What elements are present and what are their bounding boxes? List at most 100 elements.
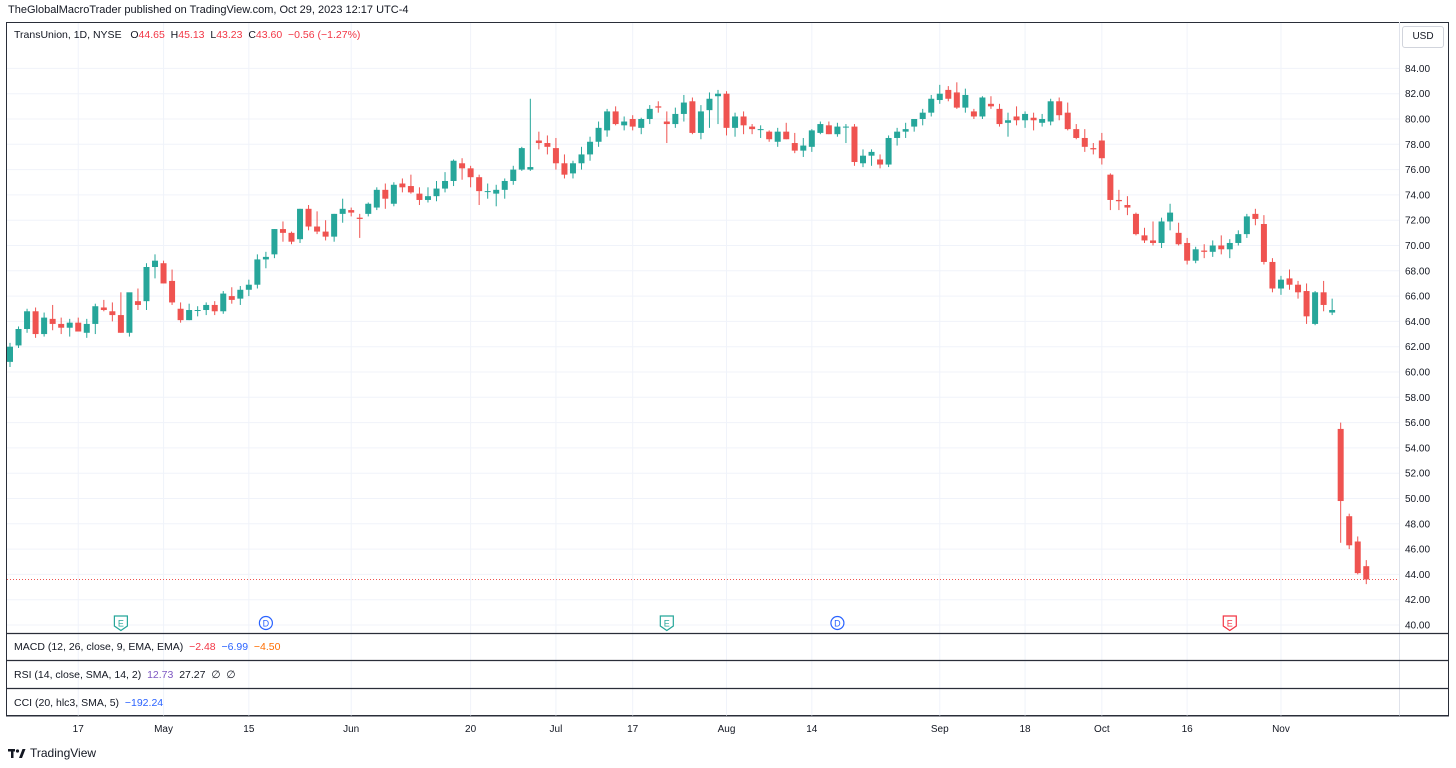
candle-body[interactable] [1150,240,1157,243]
candle-body[interactable] [1192,249,1199,261]
candle-body[interactable] [1022,113,1029,121]
candle-body[interactable] [902,129,909,132]
candle-body[interactable] [1277,279,1284,289]
candle-body[interactable] [1260,223,1267,262]
candle-body[interactable] [41,317,48,335]
tradingview-brand[interactable]: TradingView [8,746,96,760]
candle-body[interactable] [928,98,935,113]
candle-body[interactable] [1320,292,1327,305]
candle-body[interactable] [143,267,150,302]
candle-body[interactable] [868,151,875,156]
candle-body[interactable] [783,131,790,140]
candle-body[interactable] [663,121,670,125]
candle-body[interactable] [7,346,13,362]
candle-body[interactable] [442,180,449,189]
candle-body[interactable] [49,318,56,324]
candle-body[interactable] [15,328,22,346]
candle-body[interactable] [723,93,730,128]
candle-body[interactable] [851,126,858,163]
candle-body[interactable] [1363,566,1370,580]
candle-body[interactable] [962,94,969,108]
candle-body[interactable] [1030,117,1037,121]
cci-legend[interactable]: CCI (20, hlc3, SMA, 5) −192.24 [14,697,163,709]
candle-body[interactable] [877,159,884,165]
candle-body[interactable] [152,260,159,268]
candle-body[interactable] [945,89,952,99]
candle-body[interactable] [919,112,926,119]
candle-body[interactable] [1252,213,1259,219]
candle-body[interactable] [399,183,406,188]
candle-body[interactable] [860,155,866,164]
candle-body[interactable] [842,126,849,128]
candle-body[interactable] [1286,278,1293,285]
candle-body[interactable] [407,186,414,193]
candle-body[interactable] [655,106,662,108]
candle-body[interactable] [1167,212,1174,222]
candle-body[interactable] [1064,112,1071,130]
candle-body[interactable] [467,168,474,178]
candle-body[interactable] [970,111,977,117]
candle-body[interactable] [271,229,278,255]
candle-body[interactable] [979,97,986,117]
candle-body[interactable] [279,229,286,233]
candle-body[interactable] [1269,261,1276,289]
candle-body[interactable] [92,306,99,324]
candle-body[interactable] [1243,216,1250,235]
candle-body[interactable] [766,131,773,140]
candle-body[interactable] [1115,199,1122,202]
candle-body[interactable] [177,308,184,321]
candle-body[interactable] [331,213,338,237]
candle-body[interactable] [732,116,739,128]
candle-body[interactable] [100,307,107,311]
candle-body[interactable] [160,263,167,284]
candle-body[interactable] [825,125,832,135]
candle-body[interactable] [450,160,457,181]
candle-body[interactable] [1132,213,1139,235]
candle-body[interactable] [834,126,841,135]
candle-body[interactable] [680,102,687,114]
candle-body[interactable] [1209,245,1216,252]
candle-body[interactable] [510,169,517,181]
candle-body[interactable] [621,121,628,126]
candle-body[interactable] [885,137,892,165]
candle-body[interactable] [894,131,901,138]
dividend-marker[interactable] [258,615,273,631]
candle-body[interactable] [356,217,363,219]
candle-body[interactable] [1005,120,1012,123]
candle-body[interactable] [1312,292,1319,324]
candle-body[interactable] [1337,428,1344,502]
candle-body[interactable] [996,108,1003,125]
candle-body[interactable] [382,189,389,199]
candle-body[interactable] [791,143,798,151]
candle-body[interactable] [228,296,235,300]
candle-body[interactable] [220,293,227,312]
candle-body[interactable] [322,231,329,237]
candle-body[interactable] [1235,234,1242,243]
candle-body[interactable] [1158,221,1165,243]
candle-body[interactable] [987,103,994,107]
candle-body[interactable] [117,315,124,333]
candle-body[interactable] [569,163,576,174]
candle-body[interactable] [535,140,542,144]
candle-body[interactable] [1226,242,1233,250]
candle-body[interactable] [1073,129,1080,138]
candle-body[interactable] [348,210,355,213]
candle-body[interactable] [390,184,397,204]
candle-body[interactable] [757,129,764,131]
candle-body[interactable] [561,163,568,175]
candle-body[interactable] [1124,205,1131,208]
candle-body[interactable] [1329,310,1336,313]
candle-body[interactable] [254,259,261,285]
dividend-marker[interactable] [830,615,845,631]
candle-body[interactable] [288,232,295,242]
candle-body[interactable] [638,119,645,128]
candle-body[interactable] [75,322,82,332]
candle-body[interactable] [203,304,210,311]
candle-body[interactable] [740,116,747,126]
candle-body[interactable] [1090,148,1097,150]
candle-body[interactable] [612,111,619,125]
candle-body[interactable] [911,119,918,127]
candle-body[interactable] [1201,250,1208,252]
candle-body[interactable] [169,280,176,303]
candle-body[interactable] [501,180,508,190]
